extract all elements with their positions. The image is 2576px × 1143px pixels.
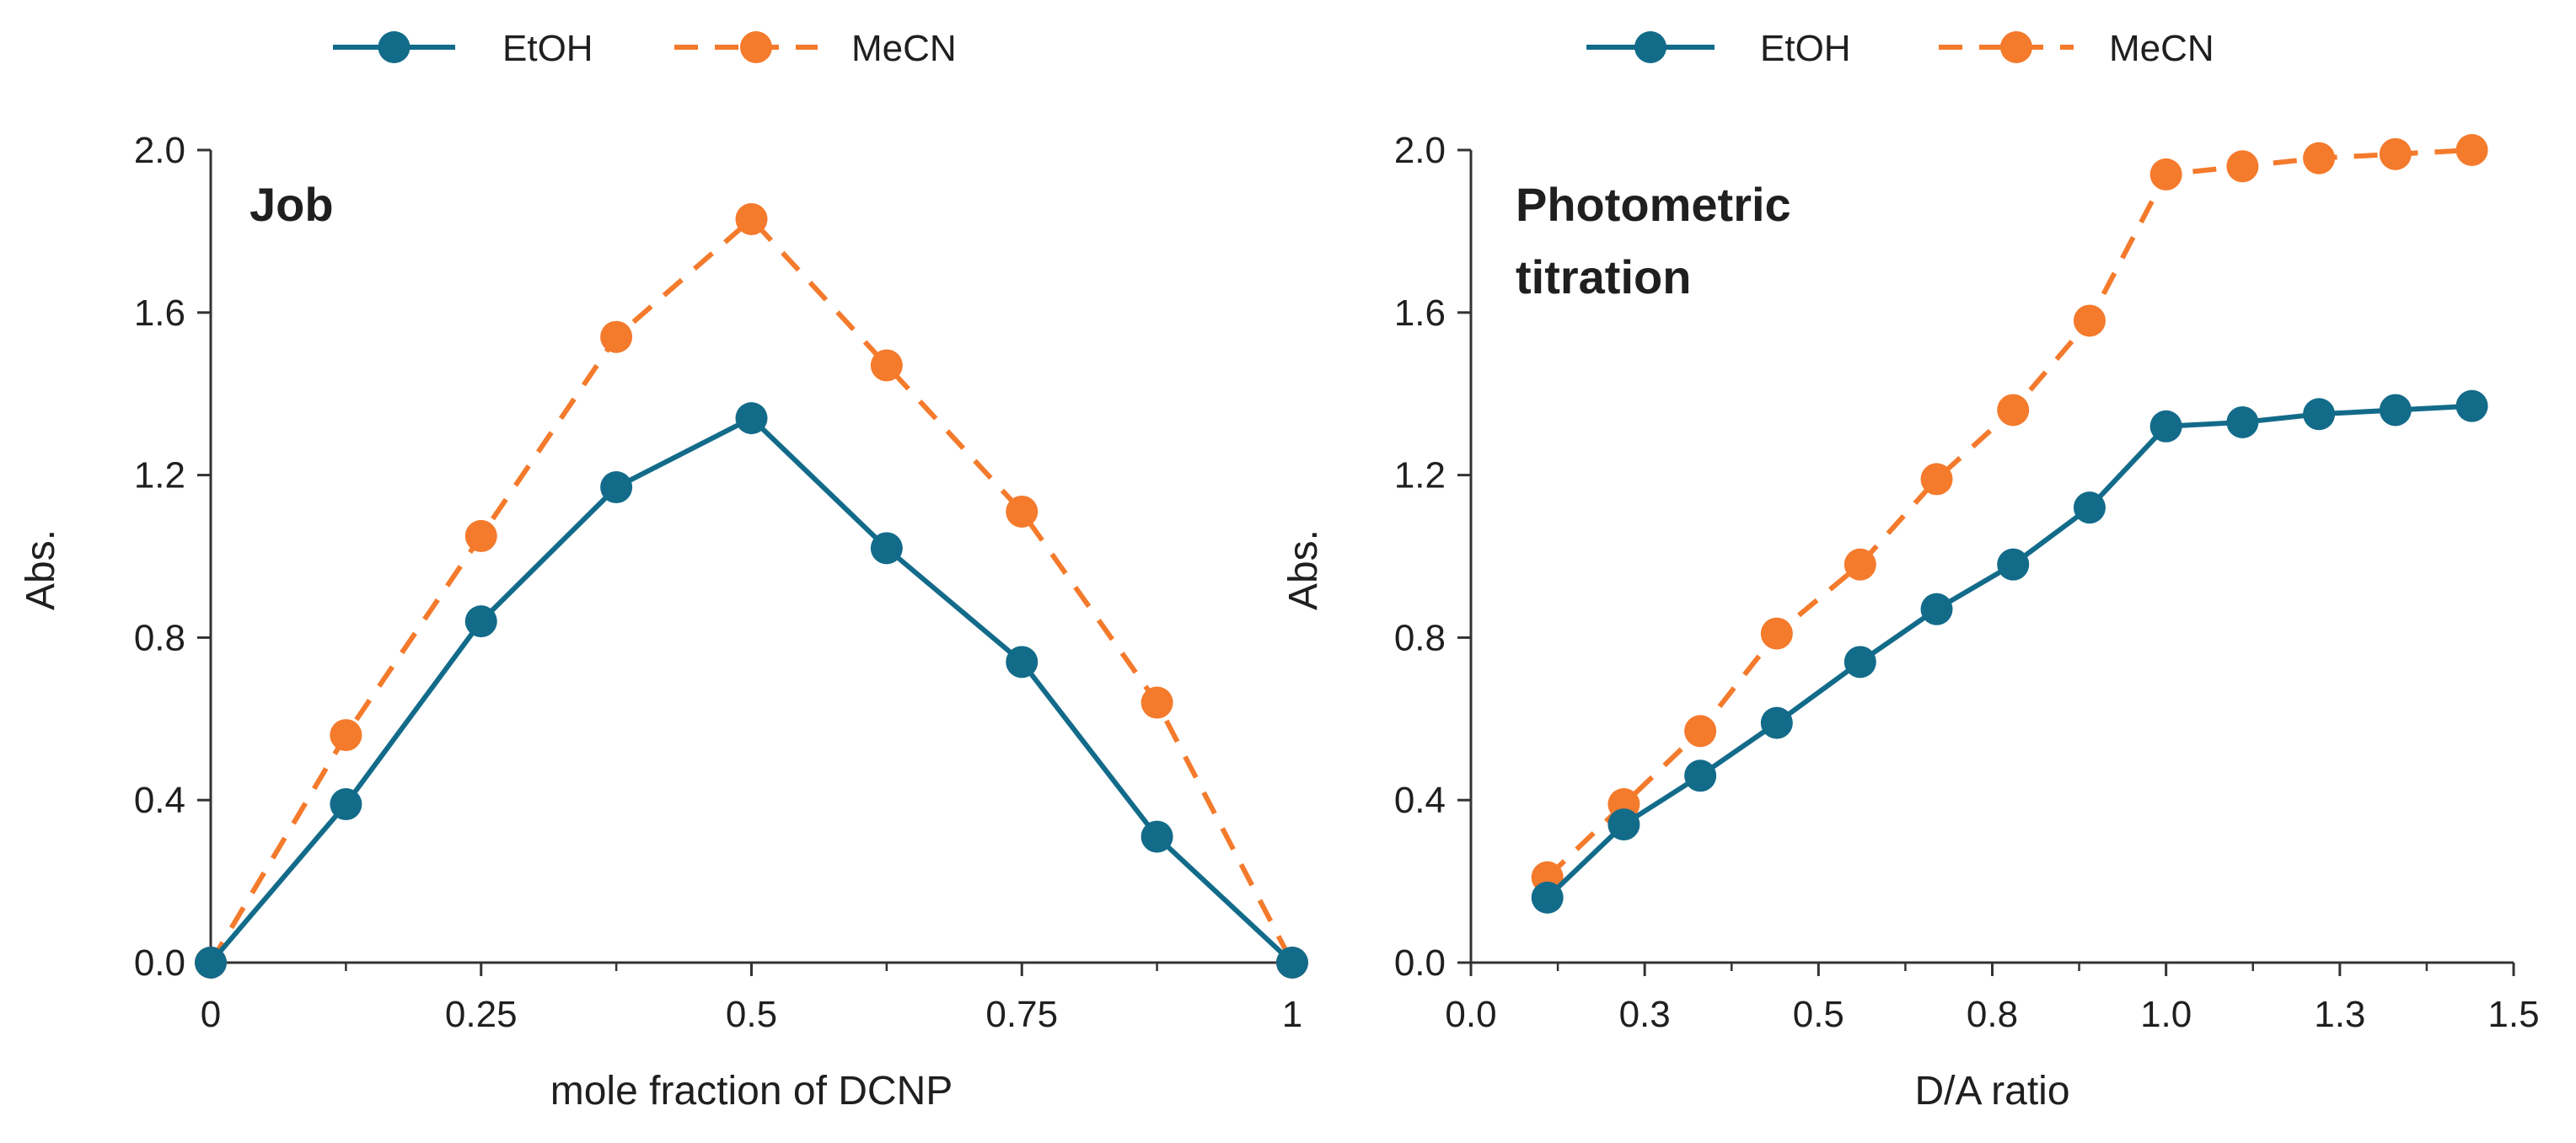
y-tick-label: 0.0 — [134, 942, 185, 984]
x-tick-label: 0.8 — [1967, 994, 2018, 1035]
data-point-etoh — [330, 788, 362, 821]
series-line-mecn — [208, 216, 1295, 964]
data-point-etoh — [2455, 389, 2488, 422]
data-point-mecn — [2455, 134, 2488, 166]
y-axis-label: Abs. — [19, 529, 63, 610]
x-tick-label: 0.0 — [1445, 994, 1496, 1035]
data-point-mecn — [1760, 617, 1793, 650]
y-axis-label: Abs. — [1281, 529, 1326, 610]
data-point-mecn — [2073, 304, 2106, 337]
chart-title: Job — [250, 178, 334, 231]
y-tick-label: 0.8 — [134, 617, 185, 658]
data-point-mecn — [464, 519, 497, 552]
data-point-etoh — [735, 402, 768, 435]
y-tick-label: 0.4 — [134, 780, 185, 821]
y-tick-label: 1.6 — [134, 292, 185, 334]
data-point-etoh — [600, 471, 633, 504]
x-tick-label: 0.75 — [985, 994, 1058, 1035]
data-point-etoh — [1276, 947, 1308, 979]
data-point-mecn — [1843, 548, 1876, 581]
legend-marker-etoh — [378, 31, 411, 63]
x-tick-label: 0.25 — [445, 994, 518, 1035]
chart-panel-job: 0.0 0.4 0.8 1.2 1.6 2.0 0 0.25 0.5 0.75 1 mole frac… — [19, 28, 1308, 1113]
data-point-mecn — [330, 719, 362, 752]
data-point-etoh — [195, 947, 227, 979]
legend-label-mecn: MeCN — [851, 28, 957, 69]
data-point-etoh — [870, 532, 903, 565]
x-tick-label: 0.3 — [1619, 994, 1671, 1035]
data-point-mecn — [1006, 495, 1038, 528]
y-tick-label: 0.4 — [1394, 780, 1446, 821]
data-point-etoh — [1607, 808, 1640, 841]
legend-label-mecn: MeCN — [2109, 28, 2214, 69]
legend-marker-mecn — [2000, 31, 2032, 63]
legend-label-etoh: EtOH — [1760, 28, 1851, 69]
x-tick-label: 1.0 — [2140, 994, 2192, 1035]
x-tick-label: 0.5 — [1793, 994, 1844, 1035]
data-point-mecn — [2303, 142, 2336, 174]
data-point-etoh — [1843, 646, 1876, 679]
y-tick-label: 0.8 — [1394, 617, 1446, 658]
y-tick-label: 1.2 — [134, 455, 185, 496]
data-point-etoh — [2303, 398, 2336, 431]
data-point-mecn — [1140, 686, 1173, 719]
data-point-etoh — [1006, 646, 1038, 679]
chart-title: titration — [1516, 250, 1691, 303]
x-tick-label: 1.5 — [2487, 994, 2539, 1035]
data-point-mecn — [600, 320, 633, 353]
data-point-etoh — [2073, 491, 2106, 524]
y-tick-label: 2.0 — [134, 130, 185, 171]
y-tick-label: 1.6 — [1394, 292, 1446, 334]
data-point-etoh — [2226, 405, 2259, 438]
data-point-etoh — [1684, 759, 1717, 792]
legend-marker-mecn — [740, 31, 772, 63]
chart-title: Photometric — [1516, 178, 1791, 231]
x-tick-label: 1 — [1282, 994, 1302, 1035]
y-tick-label: 2.0 — [1394, 130, 1446, 171]
data-point-mecn — [1684, 715, 1717, 748]
x-axis-label: D/A ratio — [1914, 1069, 2069, 1113]
y-tick-label: 1.2 — [1394, 455, 1446, 496]
data-point-mecn — [1997, 394, 2030, 427]
x-tick-label: 1.3 — [2314, 994, 2365, 1035]
x-axis-label: mole fraction of DCNP — [550, 1069, 953, 1113]
data-point-etoh — [464, 605, 497, 638]
data-point-etoh — [1140, 820, 1173, 853]
data-point-etoh — [2149, 410, 2182, 443]
data-point-mecn — [2226, 150, 2259, 183]
legend-marker-etoh — [1634, 31, 1666, 63]
data-point-mecn — [1920, 463, 1953, 496]
data-point-etoh — [1760, 706, 1793, 739]
data-point-etoh — [2379, 394, 2412, 427]
series-line-etoh — [1545, 403, 2472, 900]
y-tick-label: 0.0 — [1394, 942, 1446, 984]
x-tick-label: 0 — [201, 994, 221, 1035]
data-point-etoh — [1531, 881, 1564, 914]
data-point-mecn — [2149, 158, 2182, 190]
x-tick-label: 0.5 — [726, 994, 777, 1035]
data-point-etoh — [1997, 548, 2030, 581]
data-point-mecn — [735, 202, 768, 235]
data-point-etoh — [1920, 593, 1953, 625]
data-point-mecn — [2379, 137, 2412, 170]
legend-label-etoh: EtOH — [502, 28, 593, 69]
series-line-etoh — [208, 416, 1295, 965]
data-point-mecn — [870, 349, 903, 382]
chart-panel-photometric-titration: 0.0 0.4 0.8 1.2 1.6 2.0 0.0 0.3 0.5 0.8 1.0 1.3 1.5 D… — [1281, 28, 2540, 1113]
